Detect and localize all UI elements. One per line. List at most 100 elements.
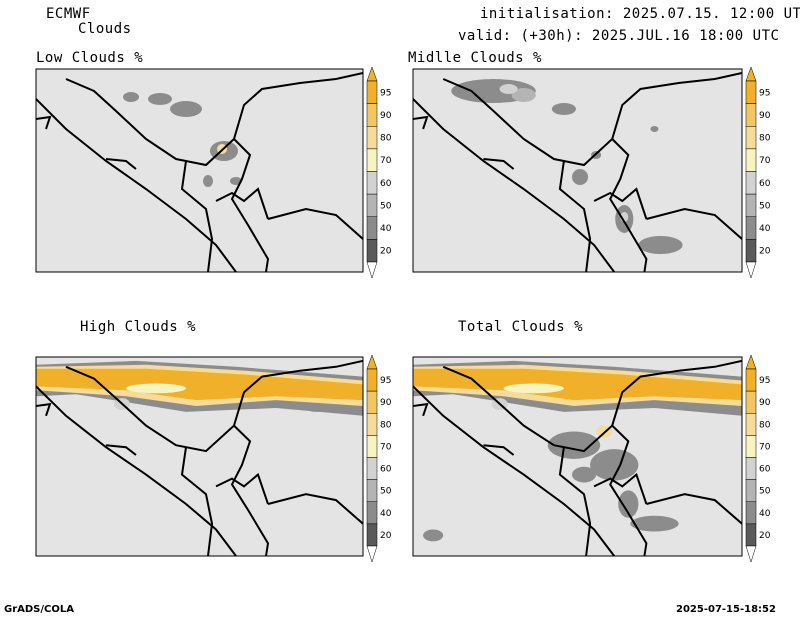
border-line [413, 98, 616, 272]
colorbar-top-arrow [745, 66, 757, 82]
colorbar-segment [745, 368, 757, 392]
colorbar-bottom-arrow [745, 545, 757, 563]
colorbar-label: 90 [380, 398, 392, 408]
border-line [180, 160, 214, 272]
colorbar-label: 80 [380, 134, 392, 144]
colorbar-segment [366, 368, 378, 392]
colorbar-label: 70 [380, 442, 392, 452]
border-line [36, 402, 52, 417]
map-frame [35, 68, 364, 273]
colorbar-segment [366, 435, 378, 458]
border-line [267, 493, 363, 525]
border-line [413, 385, 615, 556]
cloud-area [499, 84, 518, 94]
colorbar-segment [745, 126, 757, 150]
colorbar-top-arrow [366, 354, 378, 370]
cloud-area [148, 93, 172, 105]
border-line [558, 160, 592, 272]
colorbar-label: 80 [759, 420, 771, 430]
map-frame [412, 68, 743, 273]
border-line [105, 158, 137, 170]
cloud-area [126, 383, 186, 394]
map-panel-total: 95 90 80 70 60 50 40 20 [412, 354, 771, 563]
cloud-area [630, 515, 679, 532]
border-line [442, 72, 742, 167]
border-line [593, 472, 648, 505]
border-line [230, 424, 270, 556]
colorbar-segment [745, 193, 757, 217]
colorbar-segment [366, 171, 378, 195]
colorbar-label: 95 [380, 88, 391, 98]
border-line [483, 444, 515, 456]
border-line [413, 115, 429, 130]
colorbar-label: 90 [380, 111, 392, 121]
cloud-area [36, 368, 363, 401]
border-line [483, 158, 515, 170]
colorbar-label: 50 [380, 487, 392, 497]
border-line [646, 493, 742, 525]
border-line [609, 424, 648, 556]
colorbar-label: 70 [380, 156, 392, 166]
colorbar-label: 40 [759, 509, 771, 519]
colorbar-label: 70 [759, 156, 771, 166]
border-line [413, 402, 429, 417]
colorbar-segment [745, 171, 757, 195]
colorbar-segment [366, 390, 378, 414]
cloud-area [123, 92, 139, 102]
colorbar-label: 20 [380, 531, 392, 541]
colorbar-label: 40 [380, 224, 392, 234]
colorbar-segment [745, 413, 757, 436]
colorbar-label: 40 [380, 509, 392, 519]
colorbar-segment [366, 413, 378, 436]
colorbar-segment [366, 523, 378, 547]
colorbar-label: 40 [759, 224, 771, 234]
map-frame [412, 356, 743, 557]
colorbar-segment [745, 457, 757, 480]
border-line [65, 72, 363, 167]
colorbar-label: 50 [759, 487, 771, 497]
cloud-area [413, 368, 742, 401]
border-line [65, 359, 363, 453]
colorbar-segment [745, 435, 757, 458]
colorbar-label: 70 [759, 442, 771, 452]
border-line [105, 444, 137, 456]
colorbar-segment [366, 148, 378, 172]
colorbar-label: 50 [380, 201, 392, 211]
colorbar-label: 20 [759, 531, 771, 541]
border-line [442, 359, 742, 453]
map-panel-low: 95 90 80 70 60 50 40 20 [35, 66, 392, 279]
map-panel-middle: 95 90 80 70 60 50 40 20 [412, 66, 771, 279]
border-line [36, 98, 237, 272]
cloud-area [650, 126, 659, 132]
colorbar-label: 20 [759, 247, 771, 257]
cloud-area [590, 449, 639, 481]
border-line [267, 207, 363, 240]
map-panel-high: 95 90 80 70 60 50 40 20 [35, 354, 392, 563]
cloud-area [618, 490, 639, 518]
footer-credit: GrADS/COLA [4, 604, 74, 615]
cloud-area [571, 169, 589, 185]
colorbar-segment [745, 523, 757, 547]
cloud-area [423, 529, 444, 542]
colorbar-label: 95 [380, 376, 391, 386]
product-label: Clouds [78, 21, 132, 37]
colorbar-bottom-arrow [366, 545, 378, 563]
panel-title-low: Low Clouds % [36, 50, 144, 66]
cloud-area [571, 466, 597, 483]
colorbar-label: 50 [759, 201, 771, 211]
model-label: ECMWF [46, 6, 91, 22]
colorbar-label: 20 [380, 247, 392, 257]
colorbar-segment [366, 457, 378, 480]
colorbar-label: 60 [759, 179, 771, 189]
colorbar-segment [745, 80, 757, 104]
colorbar-label: 60 [759, 465, 771, 475]
map-background [36, 69, 363, 272]
colorbar-segment [745, 216, 757, 240]
valid-time-label: valid: (+30h): 2025.JUL.16 18:00 UTC [458, 28, 780, 44]
border-line [646, 207, 742, 240]
colorbar-top-arrow [366, 66, 378, 82]
colorbar-segment [366, 239, 378, 263]
colorbar-bottom-arrow [745, 261, 757, 279]
footer-timestamp: 2025-07-15-18:52 [676, 604, 776, 615]
